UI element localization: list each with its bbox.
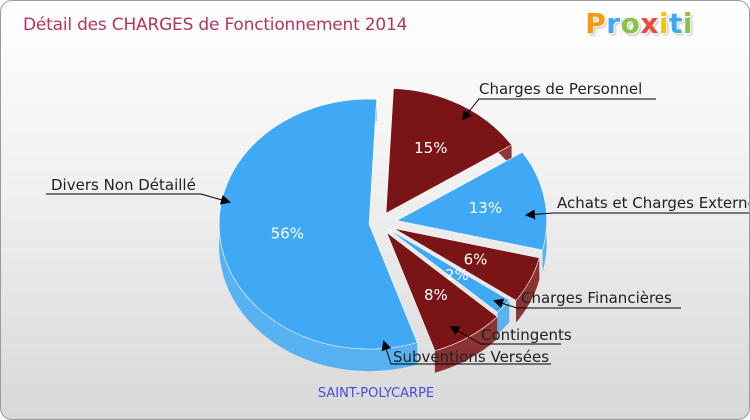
pie-slice-top-2: [393, 228, 540, 301]
pie-slice-1: 13%: [395, 151, 548, 273]
callout-4: Subventions Versées: [381, 340, 551, 366]
pie-slice-side-4: [497, 300, 510, 335]
proxiti-logo: Proxiti: [585, 7, 693, 40]
pie-slice-6: 56%: [218, 98, 418, 372]
callout-3: Contingents: [449, 326, 572, 345]
pie-slice-5: 8%: [385, 231, 498, 373]
pie-slice-pct-6: 56%: [271, 225, 304, 243]
pie-slice-pct-4: 2%: [445, 266, 469, 284]
pie-slice-top-1: [395, 151, 548, 251]
callout-label-5: Divers Non Détaillé: [51, 176, 196, 194]
callout-label-1: Achats et Charges Externes: [557, 194, 750, 212]
callout-line-3: [449, 326, 561, 345]
callout-5: Divers Non Détaillé: [46, 176, 231, 205]
pie-slice-pct-2: 6%: [464, 250, 488, 268]
pie-slice-0: 15%: [385, 88, 513, 214]
pie-slice-2: 6%: [393, 228, 540, 323]
callout-label-4: Subventions Versées: [393, 348, 549, 366]
callout-label-0: Charges de Personnel: [479, 80, 642, 98]
chart-title: Détail des CHARGES de Fonctionnement 201…: [23, 15, 408, 35]
callout-0: Charges de Personnel: [461, 80, 656, 121]
location-label: SAINT-POLYCARPE: [317, 386, 435, 401]
callout-line-0: [461, 98, 656, 121]
callout-line-4: [381, 340, 551, 365]
pie-slice-pct-0: 15%: [414, 139, 447, 157]
callout-line-2: [493, 298, 681, 309]
pie-slice-4: 2%: [386, 227, 510, 335]
callout-1: Achats et Charges Externes: [525, 194, 750, 220]
callout-line-1: [525, 209, 749, 220]
callout-label-2: Charges Financières: [521, 289, 672, 307]
pie-slice-top-0: [385, 88, 513, 214]
callout-label-3: Contingents: [481, 326, 572, 344]
pie-slice-top-6: [218, 98, 418, 350]
callout-2: Charges Financières: [493, 289, 681, 309]
pie-slice-pct-5: 8%: [424, 286, 448, 304]
pie-slice-pct-1: 13%: [469, 199, 502, 217]
callout-line-5: [46, 193, 231, 205]
pie-slice-side-5: [434, 316, 498, 373]
